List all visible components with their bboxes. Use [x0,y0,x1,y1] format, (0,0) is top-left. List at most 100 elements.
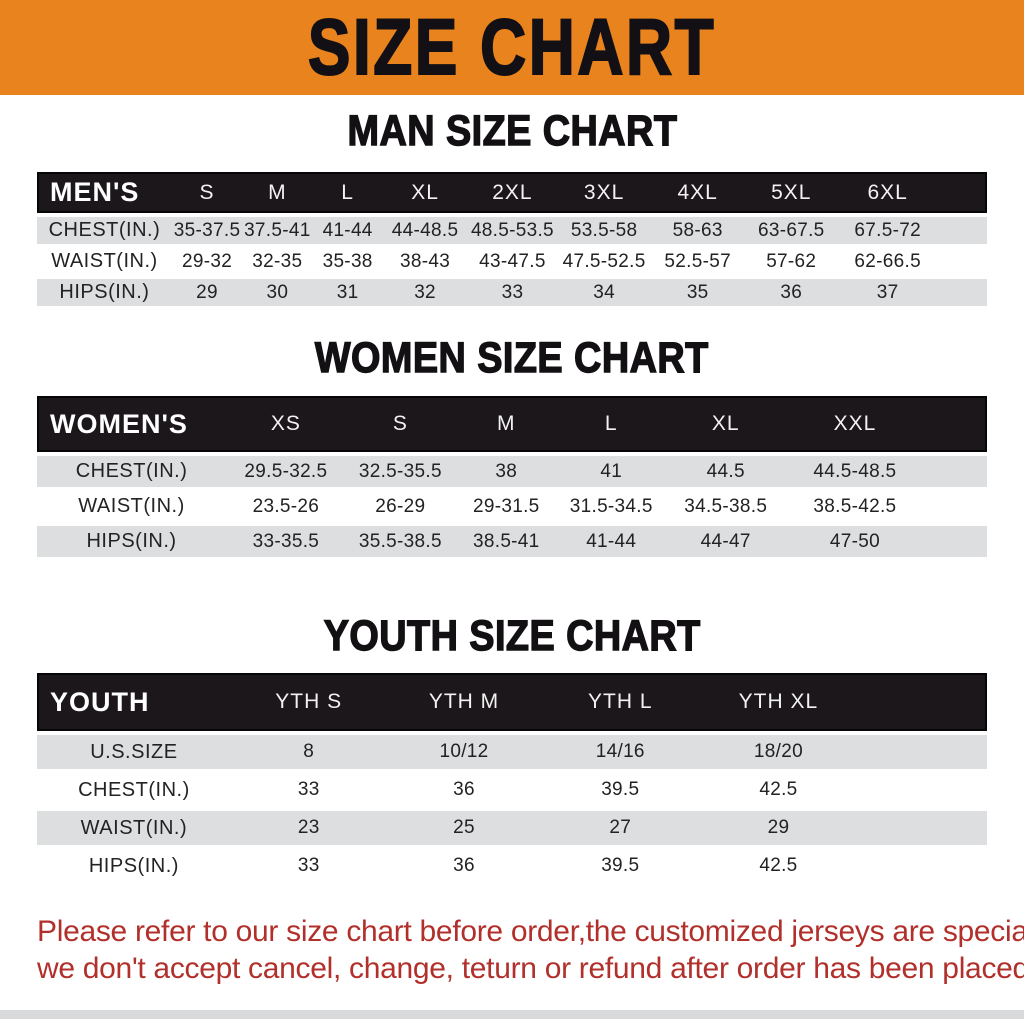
bottom-strip [0,1010,1024,1019]
mens-chest-in-2xl: 48.5-53.5 [470,219,554,241]
mens-chest-in-6xl: 67.5-72 [854,219,921,241]
womens-hips-in-xl: 44-47 [700,530,751,552]
youth-row-label-u-s-size: U.S.SIZE [90,740,178,763]
youth-waist-in-yth-s: 23 [297,817,320,838]
mens-hips-in-4xl: 35 [686,281,709,303]
womens-column-xl: XL [711,412,740,435]
mens-column-s: S [199,180,215,204]
mens-header-row: MEN'S S M L XL 2XL 3XL 4XL 5XL 6XL [37,172,987,213]
womens-row-spacer [923,491,987,522]
youth-row-spacer [858,849,987,883]
youth-chest-in-yth-m: 36 [453,779,475,800]
mens-group-label: MEN'S [50,177,140,207]
womens-hips-in-m: 38.5-41 [473,530,540,552]
youth-row-waist-in: WAIST(IN.) 23 25 27 29 [37,811,987,845]
womens-chest-in-l: 41 [600,460,623,482]
mens-hips-in-3xl: 34 [593,281,615,303]
mens-row-label-chest-in: CHEST(IN.) [48,219,161,241]
womens-header-spacer [923,396,987,452]
womens-waist-in-l: 31.5-34.5 [569,495,653,517]
womens-hips-in-l: 41-44 [586,530,637,552]
youth-row-spacer [858,735,987,769]
mens-row-spacer [938,248,987,275]
men-size-chart-title: MAN SIZE CHART [346,107,677,155]
womens-waist-in-m: 29-31.5 [473,495,540,517]
youth-row-u-s-size: U.S.SIZE 8 10/12 14/16 18/20 [37,735,987,769]
youth-hips-in-yth-s: 33 [297,855,320,876]
youth-waist-in-yth-l: 27 [609,817,632,838]
mens-row-spacer [938,279,987,306]
mens-waist-in-2xl: 43-47.5 [479,250,546,272]
womens-row-spacer [923,526,987,557]
men-size-table: MEN'S S M L XL 2XL 3XL 4XL 5XL 6XL CHEST(IN.) 35-37… [37,168,987,310]
youth-header-spacer [858,673,987,731]
womens-column-m: M [497,412,516,435]
mens-chest-in-xl: 44-48.5 [391,219,459,241]
youth-column-yth-l: YTH L [588,690,653,713]
women-size-table: WOMEN'S XS S M L XL XXL CHEST(IN.) 29.5-32.5 32.5… [37,392,987,561]
womens-row-hips-in: HIPS(IN.) 33-35.5 35.5-38.5 38.5-41 41-44 44-… [37,526,987,557]
youth-column-yth-m: YTH M [428,690,500,713]
youth-row-spacer [858,773,987,807]
mens-hips-in-m: 30 [266,281,289,303]
mens-hips-in-6xl: 37 [876,281,899,303]
womens-hips-in-xs: 33-35.5 [252,530,320,552]
youth-row-label-chest-in: CHEST(IN.) [78,778,190,801]
youth-waist-in-yth-xl: 29 [767,817,790,838]
mens-hips-in-5xl: 36 [780,281,803,303]
mens-row-chest-in: CHEST(IN.) 35-37.5 37.5-41 41-44 44-48.5 48.5… [37,217,987,244]
womens-row-label-chest-in: CHEST(IN.) [75,460,188,482]
mens-hips-in-l: 31 [336,281,359,303]
mens-waist-in-m: 32-35 [252,250,303,272]
youth-row-chest-in: CHEST(IN.) 33 36 39.5 42.5 [37,773,987,807]
mens-hips-in-2xl: 33 [501,281,524,303]
mens-column-xl: XL [411,180,439,204]
mens-waist-in-xl: 38-43 [400,250,451,272]
mens-row-label-hips-in: HIPS(IN.) [59,281,150,303]
mens-header-spacer [938,172,987,213]
mens-chest-in-3xl: 53.5-58 [570,219,638,241]
youth-hips-in-yth-l: 39.5 [601,855,640,876]
womens-row-label-hips-in: HIPS(IN.) [86,530,177,552]
youth-chest-in-yth-l: 39.5 [601,779,640,800]
womens-waist-in-xl: 34.5-38.5 [684,495,768,517]
mens-column-6xl: 6XL [867,180,908,204]
womens-column-xxl: XXL [833,412,877,435]
mens-row-spacer [938,217,987,244]
mens-waist-in-l: 35-38 [322,250,373,272]
womens-column-xs: XS [270,412,301,435]
womens-chest-in-xl: 44.5 [706,460,745,482]
mens-column-m: M [268,180,287,204]
youth-row-label-waist-in: WAIST(IN.) [80,816,188,839]
youth-row-spacer [858,811,987,845]
womens-column-s: S [392,412,408,435]
mens-row-label-waist-in: WAIST(IN.) [51,250,158,272]
womens-chest-in-m: 38 [495,460,518,482]
womens-column-l: L [604,412,618,435]
footer-note-line1: Please refer to our size chart before or… [37,915,1024,948]
youth-u-s-size-yth-m: 10/12 [439,741,489,762]
mens-chest-in-m: 37.5-41 [244,219,311,241]
mens-chest-in-s: 35-37.5 [173,219,241,241]
mens-column-5xl: 5XL [771,180,812,204]
mens-waist-in-s: 29-32 [181,250,233,272]
womens-hips-in-s: 35.5-38.5 [358,530,442,552]
womens-group-label: WOMEN'S [50,408,188,439]
youth-hips-in-yth-xl: 42.5 [759,855,798,876]
mens-column-2xl: 2XL [492,180,533,204]
mens-hips-in-s: 29 [196,281,218,303]
youth-waist-in-yth-m: 25 [453,817,475,838]
footer-note: Please refer to our size chart before or… [37,913,1024,987]
womens-waist-in-xxl: 38.5-42.5 [813,495,897,517]
youth-u-s-size-yth-l: 14/16 [595,741,645,762]
youth-chest-in-yth-s: 33 [297,779,320,800]
womens-waist-in-s: 26-29 [375,495,426,517]
mens-row-waist-in: WAIST(IN.) 29-32 32-35 35-38 38-43 43-47.5 47.… [37,248,987,275]
womens-chest-in-xxl: 44.5-48.5 [813,460,897,482]
youth-hips-in-yth-m: 36 [453,855,475,876]
youth-header-row: YOUTH YTH S YTH M YTH L YTH XL [37,673,987,731]
women-size-chart-title: WOMEN SIZE CHART [314,334,709,382]
womens-chest-in-xs: 29.5-32.5 [244,460,328,482]
youth-chest-in-yth-xl: 42.5 [759,779,798,800]
